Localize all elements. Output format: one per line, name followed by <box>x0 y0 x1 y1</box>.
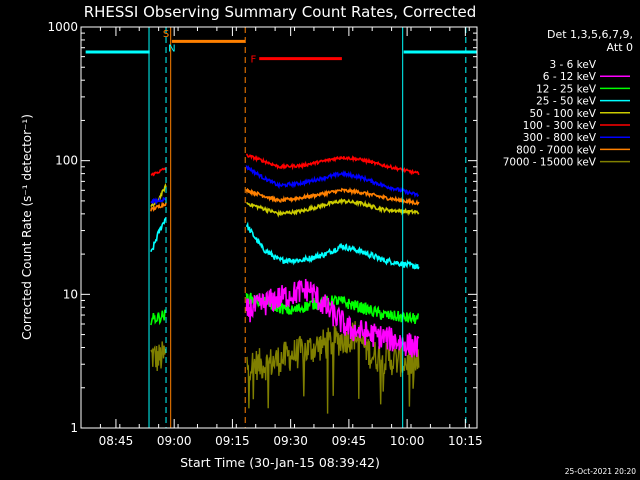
series-line-8-segment-2 <box>245 186 420 206</box>
series-line-8-segment-1 <box>150 201 167 212</box>
legend-label: 7000 - 15000 keV <box>503 157 597 169</box>
legend-entry: 6 - 12 keV <box>543 71 630 83</box>
legend-label: 100 - 300 keV <box>523 120 597 132</box>
y-tick-label: 10 <box>63 287 78 301</box>
x-tick-label: 09:15 <box>215 434 250 448</box>
x-tick-label: 10:00 <box>390 434 425 448</box>
legend-entry: 7000 - 15000 keV <box>503 157 630 169</box>
legend-entry: 300 - 800 keV <box>523 132 630 144</box>
chart-title: RHESSI Observing Summary Count Rates, Co… <box>84 3 477 21</box>
x-axis-label: Start Time (30-Jan-15 08:39:42) <box>180 455 380 470</box>
plot-content <box>85 27 477 428</box>
x-tick-label: 09:45 <box>332 434 367 448</box>
legend-entry: 100 - 300 keV <box>523 120 630 132</box>
series-line-5-segment-2 <box>246 197 420 218</box>
x-tick-label: 08:45 <box>99 434 134 448</box>
axes: 1 10 100 1000 08:45 09:00 09:15 09:30 09:45 10:00… <box>47 20 482 448</box>
legend-entry: 25 - 50 keV <box>536 96 630 108</box>
legend-label: 800 - 7000 keV <box>516 144 597 156</box>
legend-entry: 3 - 6 keV <box>549 59 630 71</box>
y-axis-label: Corrected Count Rate (s⁻¹ detector⁻¹) <box>20 114 34 340</box>
legend-entry: 12 - 25 keV <box>536 83 630 95</box>
series-line-9-segment-2 <box>246 321 420 414</box>
series-line-3-segment-1 <box>150 309 166 326</box>
x-tick-label: 09:00 <box>157 434 192 448</box>
series-line-7-segment-2 <box>245 165 419 198</box>
annotation-N: N <box>168 44 175 55</box>
series-line-6-segment-1 <box>150 167 167 177</box>
series-line-7-segment-1 <box>150 196 167 205</box>
series-line-4-segment-2 <box>245 221 420 270</box>
series-line-9-segment-1 <box>150 341 167 372</box>
x-tick-label: 10:15 <box>448 434 483 448</box>
plot-area: SN F <box>85 27 477 428</box>
series-line-2-segment-2 <box>245 278 420 358</box>
legend-label: 3 - 6 keV <box>549 59 596 71</box>
y-tick-label: 100 <box>55 154 78 168</box>
y-tick-label: 1 <box>70 421 78 435</box>
legend-entry: 800 - 7000 keV <box>516 144 630 156</box>
y-tick-label: 1000 <box>47 20 78 34</box>
annotation-S: S <box>163 29 169 40</box>
series-line-6-segment-2 <box>245 153 420 176</box>
legend-label: 25 - 50 keV <box>536 96 597 108</box>
series-line-4-segment-1 <box>150 217 167 253</box>
annotation-F: F <box>250 55 256 66</box>
plot-frame <box>80 26 478 429</box>
footer-date: 25-Oct-2021 20:20 <box>565 467 636 476</box>
legend-entry: 50 - 100 keV <box>529 108 630 120</box>
legend-label: 50 - 100 keV <box>529 108 596 120</box>
legend-header-line1: Det 1,3,5,6,7,9, <box>547 28 633 41</box>
legend-header-line2: Att 0 <box>607 41 633 54</box>
legend-label: 12 - 25 keV <box>536 83 597 95</box>
legend-label: 300 - 800 keV <box>523 132 597 144</box>
legend-label: 6 - 12 keV <box>543 71 597 83</box>
x-tick-label: 09:30 <box>273 434 308 448</box>
